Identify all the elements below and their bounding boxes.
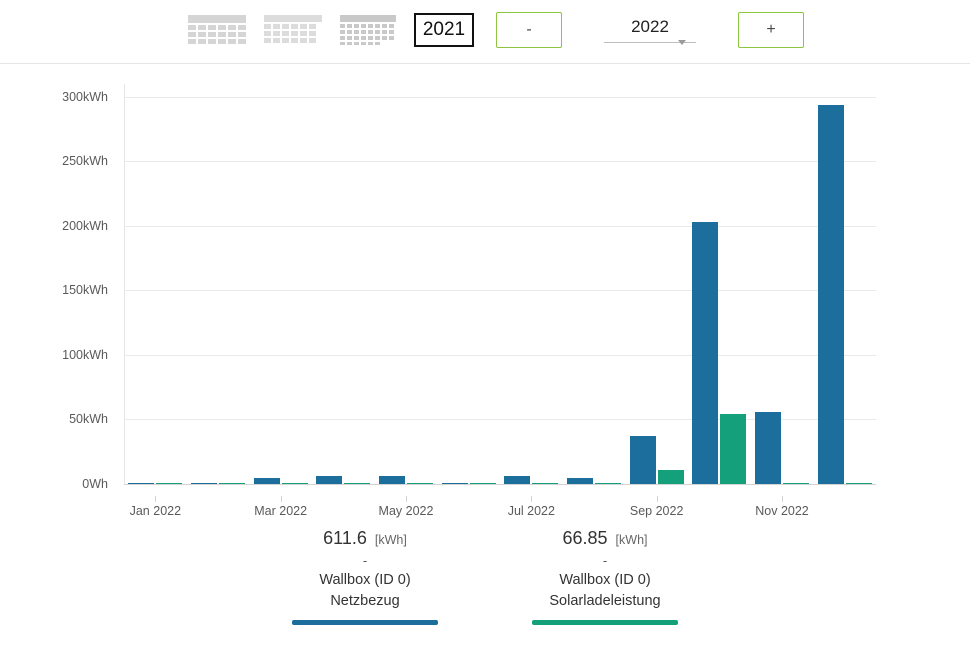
legend-series-sublabel: Solarladeleistung <box>549 593 661 609</box>
toolbar: 2021 - 2022 + <box>0 0 970 64</box>
y-axis-tick-label: 50kWh <box>69 412 108 427</box>
year-increment-button[interactable]: + <box>738 12 804 48</box>
bar[interactable] <box>532 482 559 484</box>
y-axis-tick-label: 200kWh <box>62 218 108 233</box>
legend-value-row: 611.6 [kWh] <box>323 528 407 552</box>
bar[interactable] <box>469 482 496 484</box>
bar[interactable] <box>755 411 781 484</box>
bar[interactable] <box>344 482 371 484</box>
bar[interactable] <box>629 436 656 484</box>
bar[interactable] <box>567 477 593 484</box>
bar[interactable] <box>128 482 155 484</box>
year-decrement-button[interactable]: - <box>496 12 562 48</box>
year-input-value: 2022 <box>631 17 669 36</box>
bar[interactable] <box>657 469 684 484</box>
x-axis-tick-label: Jan 2022 <box>129 504 182 518</box>
bar[interactable] <box>407 482 433 484</box>
chevron-down-icon <box>678 40 686 45</box>
calendar-grid-icon <box>340 15 396 45</box>
legend-dash: - <box>602 553 608 568</box>
x-axis-tick-label: Jul 2022 <box>507 504 555 518</box>
x-axis-tick <box>280 496 282 502</box>
gridline <box>124 161 876 163</box>
x-axis-line <box>124 484 876 485</box>
bar[interactable] <box>219 482 245 484</box>
calendar-grid-icon <box>188 15 246 44</box>
bar[interactable] <box>379 476 405 484</box>
legend-series-sublabel: Netzbezug <box>330 593 400 609</box>
x-axis-tick-label: May 2022 <box>378 504 434 518</box>
legend-series-name: Wallbox (ID 0) <box>559 572 651 588</box>
range-week-button[interactable] <box>262 12 324 48</box>
legend-color-swatch <box>532 620 678 625</box>
x-axis-tick <box>155 496 157 502</box>
x-axis-tick-label: Sep 2022 <box>629 504 684 518</box>
legend-total-value: 611.6 <box>323 528 367 548</box>
gridline <box>124 225 876 227</box>
gridline <box>124 419 876 421</box>
year-badge[interactable]: 2021 <box>414 13 474 47</box>
bar[interactable] <box>156 482 183 484</box>
legend: 611.6 [kWh] - Wallbox (ID 0) Netzbezug 66.85[… <box>0 528 970 648</box>
range-month-button[interactable] <box>338 12 400 48</box>
y-axis-tick-label: 0Wh <box>82 477 108 491</box>
gridline <box>124 96 876 98</box>
y-axis-tick-label: 250kWh <box>62 154 108 169</box>
legend-unit: [kWh] <box>374 533 407 547</box>
legend-unit: [kWh] <box>615 533 648 547</box>
bar[interactable] <box>845 482 872 484</box>
year-input[interactable]: 2022 <box>604 17 696 45</box>
gridline <box>124 354 876 356</box>
bar[interactable] <box>316 476 343 484</box>
bar[interactable] <box>191 482 217 484</box>
bar[interactable] <box>253 478 280 484</box>
y-axis-tick-label: 300kWh <box>62 89 108 104</box>
bar[interactable] <box>783 482 809 484</box>
x-axis-tick-label: Nov 2022 <box>755 504 809 518</box>
legend-value-row: 66.85 [kWh] <box>563 528 648 552</box>
x-axis-tick <box>406 496 407 502</box>
y-axis-tick-label: 150kWh <box>62 283 108 298</box>
plot-area <box>124 84 876 549</box>
gridline <box>124 290 876 292</box>
bar[interactable] <box>692 222 719 484</box>
legend-item[interactable]: 66.85 [kWh] - Wallbox (ID 0) Solarladeleistu… <box>515 528 695 648</box>
bar[interactable] <box>817 104 844 484</box>
x-axis-labels: Jan 2022 Mar 2022 May 2022 Jul 2022 Sep 2022… <box>124 496 876 524</box>
x-axis-tick <box>782 496 783 502</box>
bar[interactable] <box>595 482 621 484</box>
x-axis-tick <box>531 496 533 502</box>
y-axis-line <box>124 84 125 484</box>
calendar-grid-icon <box>264 15 322 43</box>
bar[interactable] <box>504 476 531 484</box>
bar[interactable] <box>281 482 308 484</box>
legend-series-name: Wallbox (ID 0) <box>319 572 411 588</box>
x-axis-tick-label: Mar 2022 <box>254 504 308 518</box>
legend-total-value: 66.85 <box>562 528 608 548</box>
bar[interactable] <box>441 482 468 484</box>
y-axis-tick-label: 100kWh <box>62 347 108 362</box>
legend-color-swatch <box>292 620 438 625</box>
legend-item[interactable]: 611.6 [kWh] - Wallbox (ID 0) Netzbezug <box>275 528 455 648</box>
bar[interactable] <box>720 414 747 484</box>
x-axis-tick <box>656 496 658 502</box>
chart: 0Wh 50kWh 100kWh 150kWh 200kWh 250kWh 300kWh J… <box>0 64 970 524</box>
range-day-button[interactable] <box>186 12 248 48</box>
legend-dash: - <box>362 553 368 568</box>
y-axis-labels: 0Wh 50kWh 100kWh 150kWh 200kWh 250kWh 300kWh <box>0 84 118 549</box>
